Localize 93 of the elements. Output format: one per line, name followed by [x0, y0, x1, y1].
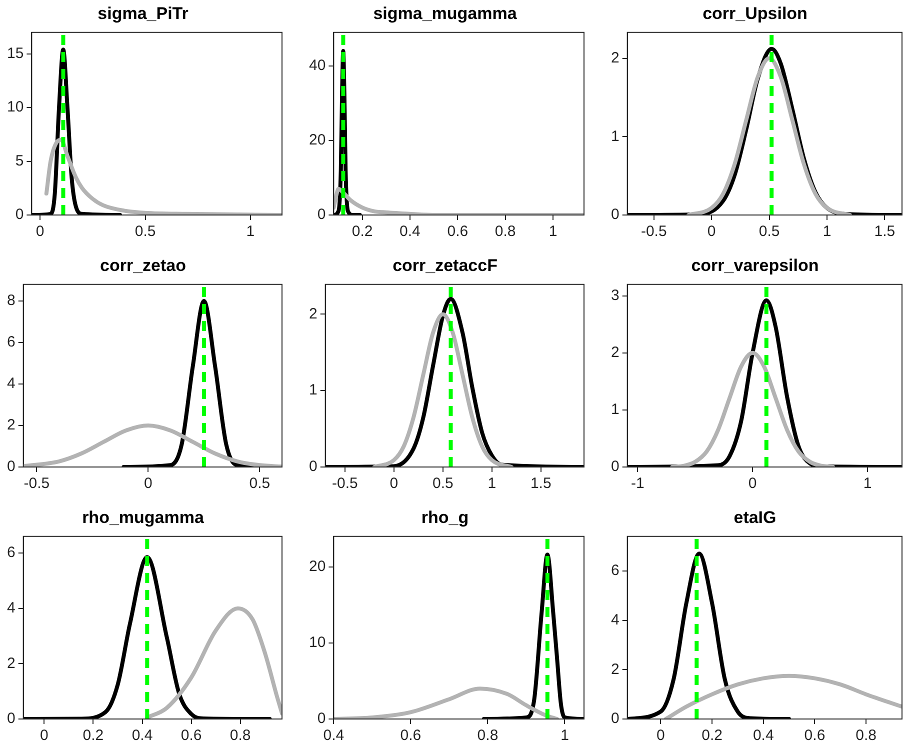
x-tick-label: 0: [656, 727, 665, 744]
y-tick-label: 20: [308, 132, 326, 149]
y-tick-label: 2: [7, 416, 16, 434]
x-tick-label: 1: [560, 727, 569, 744]
x-tick-label: 0: [390, 475, 398, 492]
x-tick-label: 0: [707, 223, 716, 240]
y-tick-label: 10: [6, 98, 24, 116]
x-tick-label: 0.2: [82, 727, 104, 744]
chart-title: sigma_mugamma: [373, 4, 518, 23]
y-tick-label: 15: [6, 45, 24, 62]
y-tick-label: 8: [7, 292, 16, 310]
chart-title: rho_g: [421, 508, 469, 527]
x-tick-label: 0.5: [432, 475, 454, 492]
x-tick-label: -1: [631, 475, 644, 492]
y-tick-label: 2: [611, 344, 620, 362]
x-tick-label: 0.4: [323, 727, 344, 744]
chart-title: sigma_PiTr: [98, 4, 189, 23]
line-series: [664, 674, 902, 719]
line-series: [686, 56, 852, 215]
y-tick-label: 4: [7, 599, 16, 616]
line-series: [325, 296, 584, 467]
line-series: [23, 424, 282, 467]
y-tick-label: 1: [611, 401, 620, 418]
y-tick-label: 6: [7, 334, 16, 351]
x-tick-label: 0.4: [132, 727, 153, 744]
x-tick-label: 0: [144, 475, 152, 492]
x-tick-label: 1: [548, 223, 558, 240]
x-tick-label: -0.5: [640, 223, 667, 240]
y-tick-label: 10: [308, 634, 326, 652]
y-tick-label: 0: [317, 710, 326, 728]
y-tick-label: 1: [611, 128, 620, 145]
x-tick-label: 0.6: [447, 223, 468, 240]
line-series: [334, 686, 560, 719]
line-series: [44, 138, 282, 215]
x-tick-label: 1: [246, 223, 255, 240]
y-tick-label: 6: [7, 544, 16, 562]
x-tick-label: 1.5: [530, 475, 552, 492]
y-tick-label: 0: [611, 710, 620, 728]
x-tick-label: 0.5: [249, 475, 270, 492]
line-series: [482, 552, 584, 719]
y-tick-label: 0: [15, 206, 24, 224]
line-series: [23, 555, 272, 719]
x-tick-label: 0.2: [352, 223, 373, 240]
x-tick-label: 0: [748, 475, 757, 492]
chart-title: corr_zetaccF: [392, 256, 498, 275]
y-tick-label: 2: [309, 305, 318, 322]
x-tick-label: 0.6: [804, 727, 826, 744]
line-series: [627, 298, 902, 467]
y-tick-label: 0: [317, 206, 326, 224]
y-tick-label: 3: [611, 286, 620, 304]
x-tick-label: -0.5: [332, 475, 358, 492]
x-tick-label: 0.8: [477, 727, 498, 744]
y-tick-label: 2: [611, 49, 620, 66]
x-tick-label: 0.5: [134, 223, 156, 240]
y-tick-label: 20: [308, 558, 326, 575]
x-tick-label: -0.5: [24, 475, 50, 492]
y-tick-label: 1: [309, 382, 318, 399]
y-tick-label: 0: [309, 458, 318, 476]
x-tick-label: 0: [40, 727, 48, 744]
chart-title: corr_zetao: [100, 256, 186, 275]
line-series: [627, 552, 792, 719]
x-tick-label: 0.8: [230, 727, 251, 744]
x-tick-label: 0.8: [856, 727, 876, 744]
y-tick-label: 0: [611, 458, 620, 476]
y-tick-label: 40: [308, 57, 326, 74]
line-series: [334, 186, 584, 215]
x-tick-label: 0.5: [758, 223, 780, 240]
y-tick-label: 0: [611, 206, 620, 224]
y-tick-label: 2: [7, 654, 16, 672]
x-tick-label: 0.6: [400, 727, 422, 744]
x-tick-label: 1: [822, 223, 832, 240]
chart-title: etaIG: [734, 508, 776, 527]
x-tick-label: 1: [863, 475, 872, 492]
y-tick-label: 5: [15, 152, 24, 170]
y-tick-label: 6: [611, 562, 620, 580]
x-tick-label: 1: [488, 475, 496, 492]
chart-title: corr_Upsilon: [702, 4, 808, 23]
y-tick-label: 2: [611, 660, 620, 678]
chart-title: corr_varepsilon: [691, 256, 819, 275]
y-tick-label: 4: [7, 375, 16, 392]
x-tick-label: 0.6: [180, 727, 202, 744]
x-tick-label: 0.2: [702, 727, 722, 744]
x-tick-label: 1.5: [874, 223, 896, 240]
x-tick-label: 0: [36, 223, 44, 240]
y-tick-label: 0: [7, 710, 16, 728]
line-series: [372, 312, 514, 467]
y-tick-label: 0: [7, 458, 16, 476]
y-tick-label: 4: [611, 611, 620, 628]
x-tick-label: 0.4: [752, 727, 774, 744]
chart-title: rho_mugamma: [82, 508, 204, 527]
x-tick-label: 0.8: [494, 223, 516, 240]
x-tick-label: 0.4: [400, 223, 420, 240]
line-series: [670, 350, 836, 467]
